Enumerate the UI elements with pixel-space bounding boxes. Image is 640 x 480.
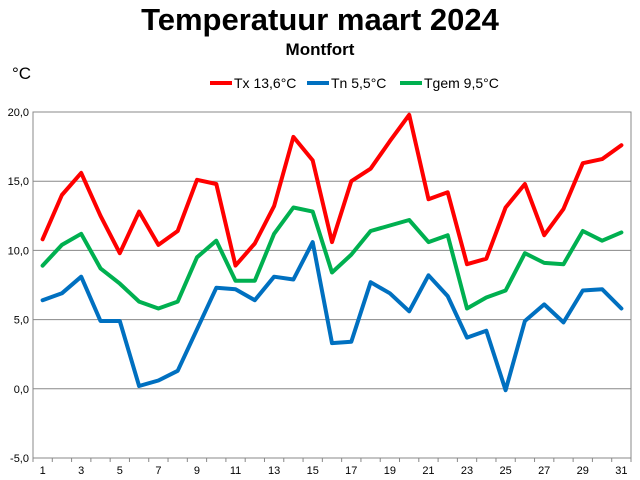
x-tick-label: 27 [538, 465, 550, 477]
x-tick-label: 31 [615, 465, 627, 477]
series-line-tn [40, 240, 624, 393]
x-tick-label: 25 [499, 465, 511, 477]
legend-label: Tgem 9,5°C [424, 75, 499, 91]
x-tick-label: 19 [384, 465, 396, 477]
chart-title: Temperatuur maart 2024 [141, 2, 499, 37]
x-tick-label: 11 [230, 465, 241, 477]
y-tick-label: -5,0 [10, 453, 29, 465]
series-line-tgem [40, 205, 624, 311]
y-tick-labels: -5,0 0,0 5,0 10,0 15,0 20,0 [8, 107, 29, 465]
y-tick-label: 0,0 [14, 384, 29, 396]
series-line-tx [40, 112, 624, 268]
x-tick-label: 13 [268, 465, 280, 477]
x-tick-label: 17 [345, 465, 357, 477]
x-tick-label: 15 [307, 465, 319, 477]
x-tick-label: 29 [577, 465, 589, 477]
series-lines [40, 112, 624, 393]
y-unit-label: °C [12, 64, 32, 83]
y-tick-label: 5,0 [14, 315, 29, 327]
x-tick-label: 1 [40, 465, 46, 477]
chart-subtitle: Montfort [285, 40, 355, 59]
x-tick-label: 23 [461, 465, 473, 477]
x-tick-label: 7 [155, 465, 161, 477]
y-tick-label: 10,0 [8, 245, 29, 257]
x-tick-label: 3 [78, 465, 84, 477]
x-tick-labels: 1 3 5 7 9 11 13 15 17 19 21 23 25 27 29 31 [40, 465, 628, 477]
x-tick-label: 5 [117, 465, 123, 477]
axes [32, 111, 632, 462]
legend: Tx 13,6°C Tn 5,5°C Tgem 9,5°C [210, 75, 499, 91]
legend-label: Tn 5,5°C [331, 75, 386, 91]
x-tick-label: 9 [194, 465, 200, 477]
x-tick-label: 21 [422, 465, 434, 477]
legend-label: Tx 13,6°C [234, 75, 296, 91]
y-tick-label: 20,0 [8, 107, 29, 119]
plot-area-border [32, 111, 632, 459]
y-tick-label: 15,0 [8, 176, 29, 188]
